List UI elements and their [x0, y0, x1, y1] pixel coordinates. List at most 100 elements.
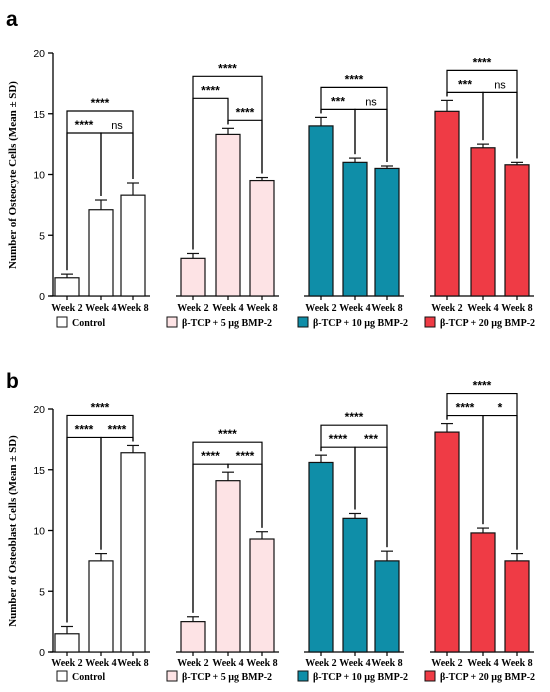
panel-letter: a — [6, 8, 18, 31]
legend-swatch — [56, 670, 68, 682]
bar — [504, 164, 530, 297]
legend-swatch — [56, 316, 68, 328]
y-tick-label: 20 — [33, 48, 45, 60]
significance-bracket — [66, 110, 134, 271]
bar — [249, 179, 275, 297]
y-axis-label: Number of Osteoblast Cells (Mean ± SD) — [7, 435, 19, 627]
x-tick-label: Week 2 — [177, 658, 208, 669]
y-tick-label: 10 — [33, 170, 45, 182]
y-axis-label: Number of Osteocyte Cells (Mean ± SD) — [7, 81, 19, 269]
bar — [434, 110, 460, 297]
bar — [215, 480, 241, 653]
legend-label: β-TCP + 5 µg BMP-2 — [182, 318, 272, 329]
bar — [434, 431, 460, 653]
x-tick-label: Week 4 — [212, 303, 243, 314]
x-tick-label: Week 2 — [51, 658, 82, 669]
x-tick-label: Week 8 — [117, 303, 148, 314]
bar — [504, 560, 530, 653]
x-tick-label: Week 4 — [467, 658, 498, 669]
significance-label: **** — [329, 432, 348, 446]
x-tick-label: Week 8 — [501, 658, 532, 669]
x-tick-label: Week 4 — [85, 658, 116, 669]
legend-swatch — [424, 670, 436, 682]
significance-bracket — [482, 414, 518, 550]
panel-b: b Number of Osteoblast Cells (Mean ± SD) 0… — [6, 370, 535, 683]
significance-label: *** — [331, 94, 345, 108]
bar — [308, 461, 334, 653]
bar — [470, 147, 496, 297]
significance-label: **** — [91, 400, 110, 414]
x-tick-label: Week 2 — [51, 303, 82, 314]
significance-label: **** — [473, 55, 492, 69]
significance-label: ns — [365, 96, 377, 108]
x-tick-label: Week 4 — [339, 303, 370, 314]
y-tick-label: 0 — [39, 647, 45, 659]
y-tick-label: 20 — [33, 404, 45, 416]
y-tick-label: 15 — [33, 109, 45, 121]
bar — [342, 161, 368, 297]
x-tick-label: Week 2 — [305, 303, 336, 314]
significance-bracket — [446, 69, 518, 159]
x-tick-label: Week 8 — [246, 658, 277, 669]
x-tick-label: Week 2 — [431, 658, 462, 669]
significance-label: **** — [201, 83, 220, 97]
x-tick-label: Week 4 — [339, 658, 370, 669]
bar — [180, 257, 206, 297]
significance-label: **** — [218, 427, 237, 441]
legend-swatch — [424, 316, 436, 328]
legend-swatch — [166, 670, 178, 682]
legend-label: β-TCP + 5 µg BMP-2 — [182, 672, 272, 683]
bar — [54, 277, 80, 297]
legend-label: β-TCP + 10 µg BMP-2 — [313, 672, 408, 683]
bar — [342, 517, 368, 653]
significance-label: *** — [458, 77, 472, 91]
legend-label: β-TCP + 20 µg BMP-2 — [440, 672, 535, 683]
legend-label: β-TCP + 10 µg BMP-2 — [313, 318, 408, 329]
legend-swatch — [166, 316, 178, 328]
significance-label: **** — [91, 96, 110, 110]
y-tick-label: 5 — [39, 586, 45, 598]
x-tick-label: Week 8 — [371, 303, 402, 314]
bar — [470, 532, 496, 653]
legend-label: β-TCP + 20 µg BMP-2 — [440, 318, 535, 329]
bar — [120, 194, 146, 297]
significance-label: **** — [473, 379, 492, 393]
significance-bracket — [100, 132, 134, 197]
x-tick-label: Week 2 — [305, 658, 336, 669]
significance-label: * — [498, 401, 503, 415]
bar — [120, 452, 146, 653]
significance-bracket — [192, 75, 263, 250]
legend-label: Control — [72, 318, 105, 329]
significance-label: **** — [456, 401, 475, 415]
x-tick-label: Week 4 — [212, 658, 243, 669]
significance-label: **** — [108, 422, 127, 436]
bar — [374, 167, 400, 297]
significance-bracket — [354, 108, 388, 162]
significance-label: **** — [236, 449, 255, 463]
significance-bracket — [320, 424, 388, 548]
bar — [374, 560, 400, 653]
x-tick-label: Week 4 — [85, 303, 116, 314]
y-tick-label: 0 — [39, 291, 45, 303]
significance-label: **** — [201, 449, 220, 463]
x-tick-label: Week 8 — [117, 658, 148, 669]
y-tick-label: 15 — [33, 465, 45, 477]
bar — [249, 538, 275, 653]
significance-bracket — [192, 441, 263, 613]
x-tick-label: Week 8 — [501, 303, 532, 314]
bar — [88, 560, 114, 653]
x-tick-label: Week 2 — [177, 303, 208, 314]
significance-label: **** — [345, 72, 364, 86]
y-tick-label: 5 — [39, 230, 45, 242]
significance-label: **** — [345, 410, 364, 424]
bar — [54, 633, 80, 653]
panel-a: a Number of Osteocyte Cells (Mean ± SD) 0 5… — [6, 8, 535, 329]
x-tick-label: Week 8 — [371, 658, 402, 669]
significance-label: **** — [218, 61, 237, 75]
x-tick-label: Week 4 — [467, 303, 498, 314]
significance-label: ns — [494, 79, 506, 91]
significance-label: ns — [111, 120, 123, 132]
legend-swatch — [297, 670, 309, 682]
legend-label: Control — [72, 672, 105, 683]
